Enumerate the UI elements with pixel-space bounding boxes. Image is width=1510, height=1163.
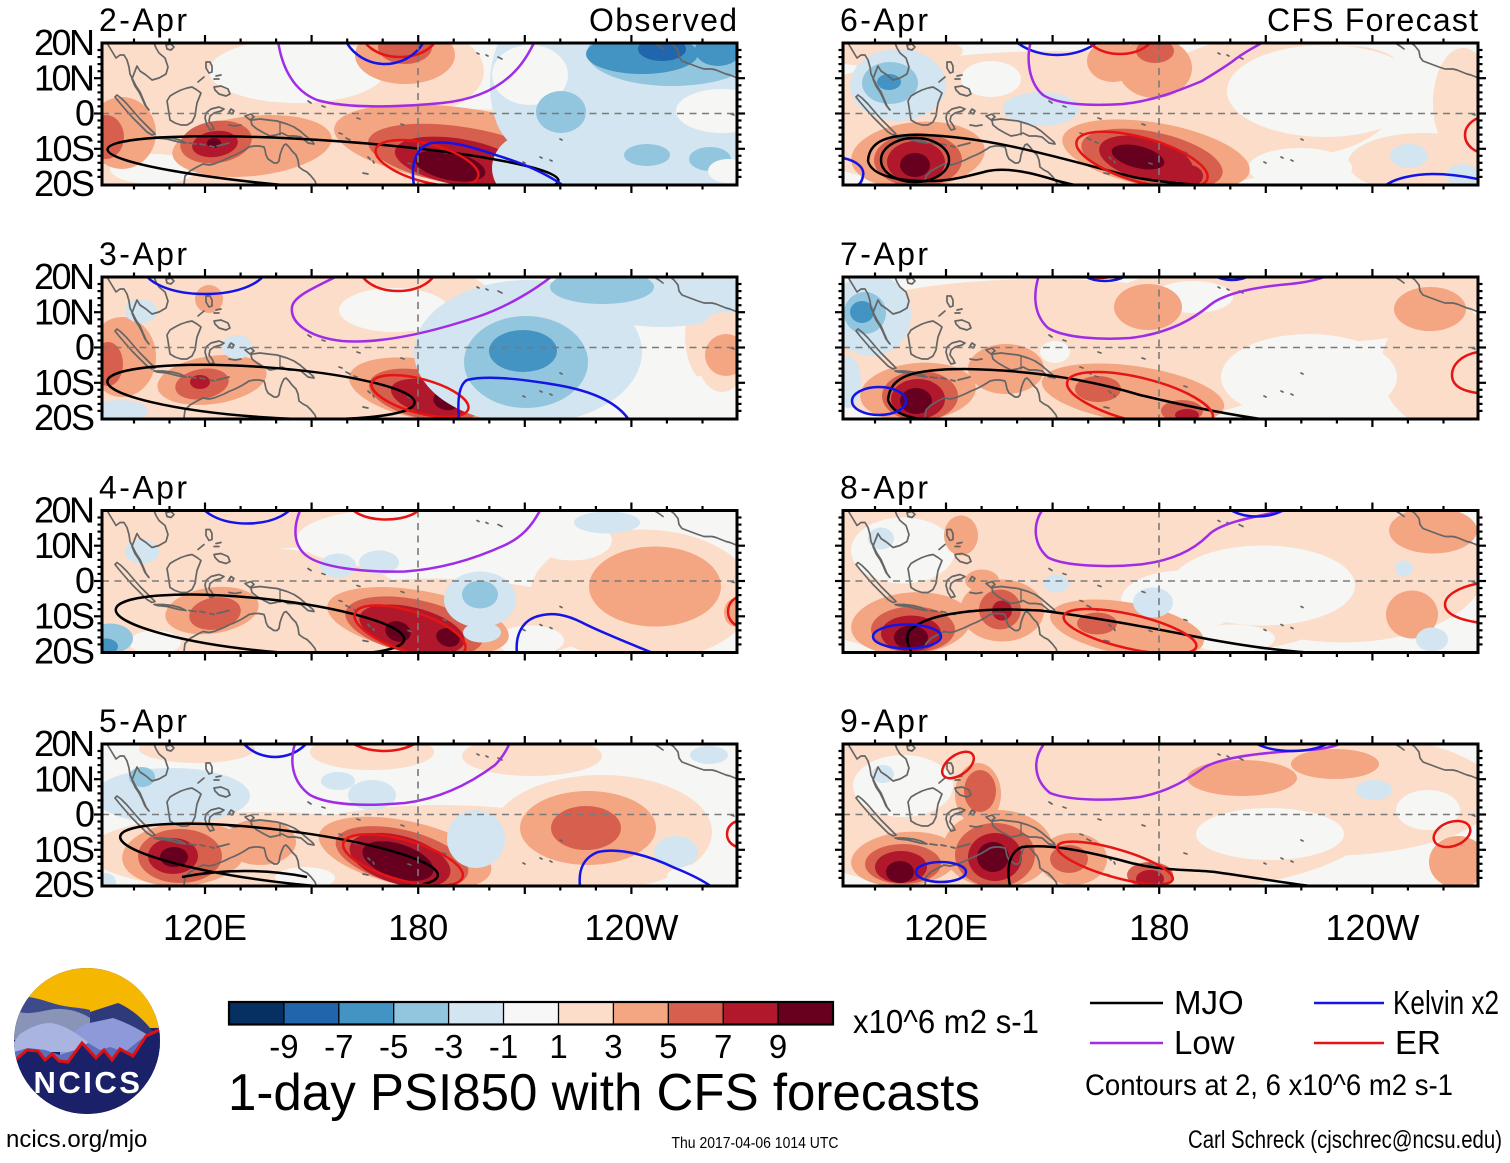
svg-text:0: 0 [75, 327, 95, 368]
svg-text:7-Apr: 7-Apr [840, 236, 928, 272]
svg-text:8-Apr: 8-Apr [840, 470, 928, 506]
svg-text:0: 0 [75, 794, 95, 835]
svg-text:9: 9 [769, 1028, 787, 1065]
svg-text:-7: -7 [324, 1028, 353, 1065]
svg-text:Observed: Observed [589, 2, 737, 38]
svg-text:20S: 20S [34, 631, 95, 672]
svg-text:-5: -5 [379, 1028, 408, 1065]
svg-text:MJO: MJO [1174, 984, 1244, 1021]
svg-text:5-Apr: 5-Apr [99, 703, 187, 739]
svg-text:10N: 10N [34, 291, 95, 332]
svg-text:-1: -1 [489, 1028, 518, 1065]
svg-text:10S: 10S [34, 829, 95, 870]
svg-text:20N: 20N [34, 22, 95, 63]
svg-text:0: 0 [75, 93, 95, 134]
svg-text:4-Apr: 4-Apr [99, 470, 187, 506]
svg-text:20N: 20N [34, 256, 95, 297]
svg-text:20S: 20S [34, 163, 95, 204]
svg-text:10S: 10S [34, 362, 95, 403]
svg-text:10S: 10S [34, 128, 95, 169]
svg-text:6-Apr: 6-Apr [840, 2, 928, 38]
svg-text:20S: 20S [34, 397, 95, 438]
svg-text:CFS Forecast: CFS Forecast [1267, 2, 1478, 38]
svg-text:1-day PSI850 with CFS forecast: 1-day PSI850 with CFS forecasts [228, 1064, 980, 1122]
svg-text:120W: 120W [584, 907, 678, 948]
svg-text:-3: -3 [434, 1028, 463, 1065]
svg-text:180: 180 [388, 907, 448, 948]
svg-text:3: 3 [604, 1028, 622, 1065]
svg-text:120E: 120E [904, 907, 988, 948]
svg-text:Low: Low [1174, 1024, 1235, 1061]
svg-text:2-Apr: 2-Apr [99, 2, 187, 38]
svg-text:10N: 10N [34, 525, 95, 566]
svg-text:20S: 20S [34, 864, 95, 905]
svg-text:x10^6 m2 s-1: x10^6 m2 s-1 [853, 1003, 1039, 1040]
svg-text:0: 0 [75, 560, 95, 601]
svg-text:180: 180 [1129, 907, 1189, 948]
svg-text:Kelvin x2: Kelvin x2 [1393, 984, 1499, 1021]
svg-text:3-Apr: 3-Apr [99, 236, 187, 272]
svg-text:ER: ER [1395, 1024, 1441, 1061]
svg-text:10N: 10N [34, 57, 95, 98]
svg-text:1: 1 [549, 1028, 567, 1065]
svg-text:7: 7 [714, 1028, 732, 1065]
svg-text:-9: -9 [269, 1028, 298, 1065]
svg-text:Contours at 2, 6 x10^6 m2 s-1: Contours at 2, 6 x10^6 m2 s-1 [1085, 1069, 1453, 1102]
svg-text:120W: 120W [1325, 907, 1419, 948]
svg-text:20N: 20N [34, 490, 95, 531]
svg-text:5: 5 [659, 1028, 677, 1065]
svg-text:Thu 2017-04-06 1014 UTC: Thu 2017-04-06 1014 UTC [672, 1135, 839, 1152]
svg-text:10S: 10S [34, 595, 95, 636]
svg-text:20N: 20N [34, 723, 95, 764]
svg-text:Carl Schreck (cjschrec@ncsu.ed: Carl Schreck (cjschrec@ncsu.edu) [1188, 1126, 1502, 1154]
svg-text:ncics.org/mjo: ncics.org/mjo [6, 1126, 147, 1153]
svg-text:10N: 10N [34, 758, 95, 799]
svg-text:NCICS: NCICS [34, 1065, 143, 1100]
svg-text:9-Apr: 9-Apr [840, 703, 928, 739]
svg-text:120E: 120E [163, 907, 247, 948]
